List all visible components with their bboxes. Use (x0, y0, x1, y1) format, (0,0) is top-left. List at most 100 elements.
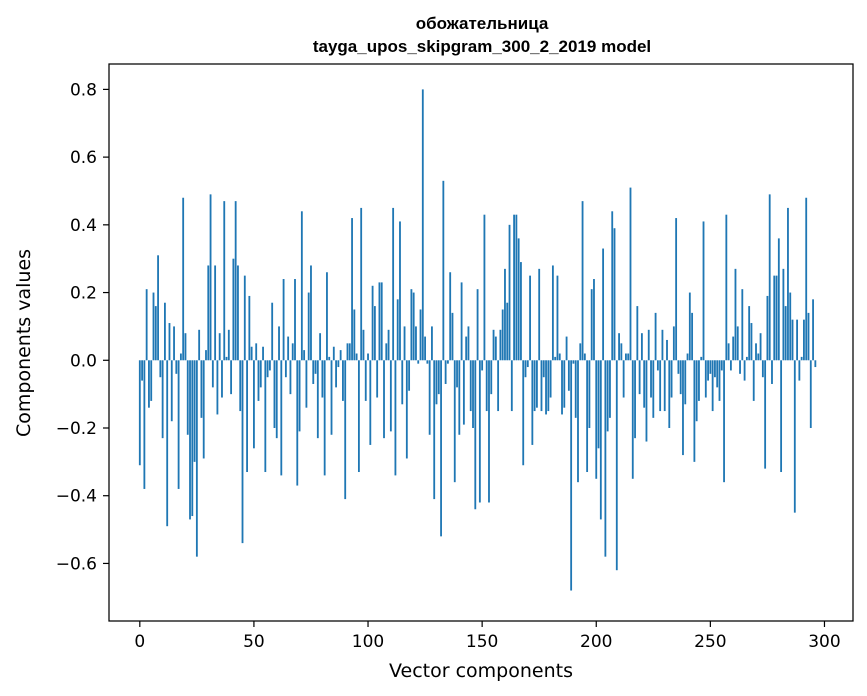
bar (307, 292, 310, 361)
bar (663, 360, 666, 412)
bar (198, 329, 201, 361)
y-tick-label: 0.4 (70, 216, 97, 236)
bar (805, 197, 808, 361)
bar (234, 201, 237, 361)
bar (551, 265, 554, 361)
bar (766, 295, 769, 361)
bar (702, 221, 705, 361)
bar (565, 336, 568, 361)
bar (472, 360, 474, 428)
bar (207, 265, 210, 361)
bar (807, 312, 810, 361)
bar (353, 309, 356, 361)
bar (634, 360, 636, 439)
bar (777, 238, 780, 361)
x-tick-label: 200 (580, 632, 612, 652)
y-axis: −0.6 −0.4 −0.2 0.0 0.2 0.4 0.6 0.8 (56, 80, 109, 574)
bar (631, 360, 634, 479)
y-tick-label: −0.2 (56, 419, 97, 439)
bar (481, 360, 484, 371)
bar (741, 289, 744, 361)
bar (488, 360, 490, 503)
bar (460, 282, 463, 361)
bar (513, 214, 516, 361)
bar (510, 360, 513, 412)
bar (221, 360, 223, 398)
bar (230, 360, 233, 395)
bar (253, 360, 255, 449)
bar (387, 329, 390, 361)
bar (154, 306, 157, 361)
bar (296, 360, 299, 486)
bar (599, 360, 602, 520)
y-tick-label: −0.4 (56, 487, 97, 507)
bar (467, 326, 470, 361)
bar (275, 360, 278, 439)
bar (364, 360, 367, 401)
bar (497, 360, 500, 412)
bar (593, 279, 595, 361)
bar (812, 299, 814, 361)
bar (166, 360, 169, 527)
bar (567, 360, 570, 391)
bar (403, 326, 406, 361)
bar (577, 360, 579, 483)
bar (549, 360, 552, 398)
bar (638, 360, 641, 395)
bar (725, 214, 728, 361)
bar (373, 306, 376, 361)
bar (392, 207, 395, 361)
bar (684, 360, 687, 405)
bar (330, 360, 333, 435)
bar (282, 279, 285, 361)
bar (378, 282, 381, 361)
bar (255, 343, 258, 361)
bar (490, 360, 493, 395)
bar (332, 346, 335, 361)
bar (440, 360, 442, 537)
bar (278, 326, 280, 361)
bar (627, 353, 630, 361)
bar (323, 360, 326, 476)
y-tick-label: 0.8 (70, 80, 97, 100)
x-axis: 0 50 100 150 200 250 300 (134, 621, 841, 652)
bar (170, 360, 173, 422)
bar (227, 329, 230, 361)
bar (520, 262, 522, 361)
bar (743, 360, 746, 381)
bar (698, 360, 700, 401)
bar (342, 360, 344, 401)
bar (652, 360, 655, 418)
bar (704, 360, 707, 398)
bar (193, 360, 196, 462)
bar (693, 360, 696, 462)
bar (268, 360, 271, 371)
bar (337, 360, 340, 368)
bar (248, 295, 251, 361)
x-tick-label: 50 (243, 632, 265, 652)
bar (558, 353, 561, 361)
bar (369, 360, 372, 445)
bar (200, 360, 203, 418)
bar (385, 343, 388, 361)
bar (310, 265, 312, 361)
bar (647, 329, 650, 361)
bar (211, 360, 214, 388)
bar (478, 360, 481, 503)
bar (182, 197, 185, 361)
bar (280, 360, 283, 476)
bar (431, 326, 433, 361)
bar (761, 360, 764, 378)
bar (355, 353, 358, 361)
bar (451, 312, 454, 361)
bar (654, 312, 657, 361)
bar (344, 360, 347, 500)
y-tick-label: 0.0 (70, 351, 97, 371)
bar (736, 326, 739, 361)
bar (581, 201, 584, 361)
bar (326, 272, 328, 361)
bar (787, 207, 789, 361)
bar (739, 360, 741, 374)
bar (688, 292, 691, 361)
